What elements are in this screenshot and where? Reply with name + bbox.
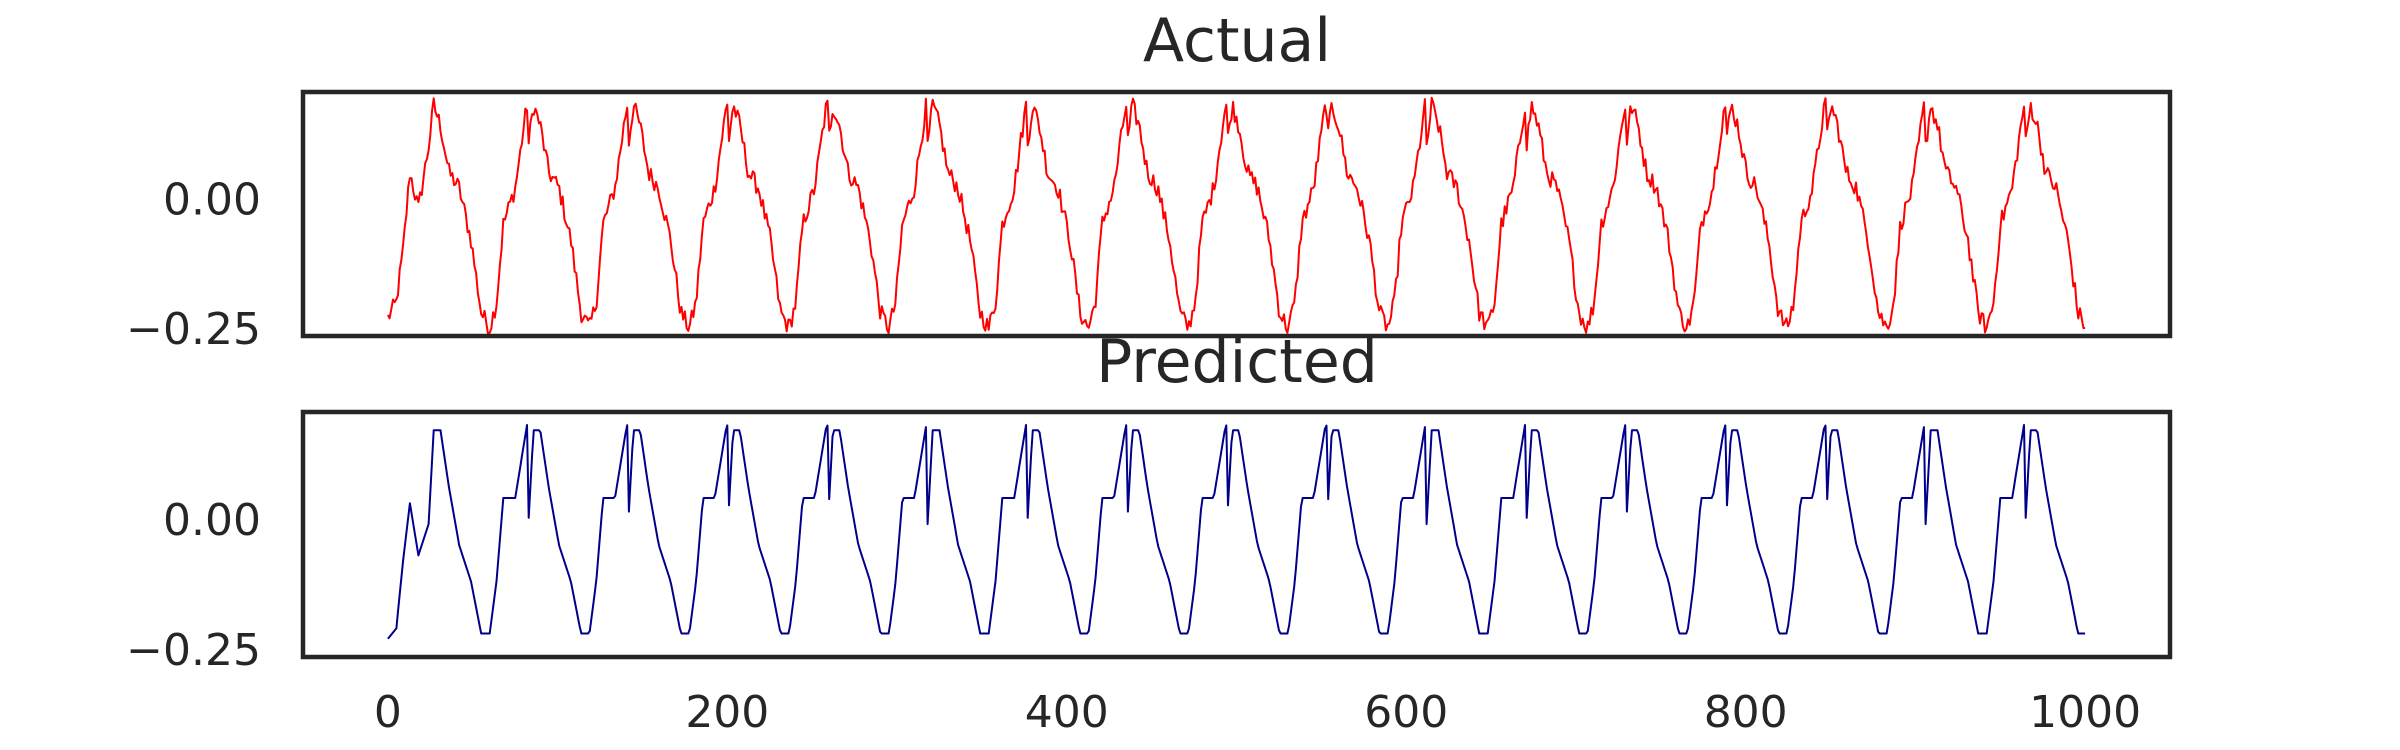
predicted-panel: Predicted −0.25 0.00 0 200 400 600 800 1000 xyxy=(126,327,2173,738)
x-tick-label: 200 xyxy=(685,687,769,738)
actual-panel: Actual −0.25 0.00 xyxy=(126,6,2173,355)
actual-series-line xyxy=(387,96,2086,335)
y-tick-label: 0.00 xyxy=(163,174,261,225)
actual-axes-frame xyxy=(300,89,2173,339)
x-tick-label: 400 xyxy=(1025,687,1109,738)
y-tick-label: −0.25 xyxy=(126,304,261,355)
x-tick-label: 600 xyxy=(1364,687,1448,738)
y-tick-label: −0.25 xyxy=(126,625,261,676)
predicted-axes-frame xyxy=(300,409,2173,660)
predicted-series-line xyxy=(387,424,2086,640)
y-tick-label: 0.00 xyxy=(163,495,261,546)
predicted-x-ticks: 0 200 400 600 800 1000 xyxy=(374,687,2141,738)
predicted-title: Predicted xyxy=(1096,327,1378,397)
actual-title: Actual xyxy=(1143,6,1331,76)
predicted-y-ticks: −0.25 0.00 xyxy=(126,495,261,676)
x-tick-label: 1000 xyxy=(2029,687,2141,738)
x-tick-label: 800 xyxy=(1704,687,1788,738)
actual-y-ticks: −0.25 0.00 xyxy=(126,174,261,355)
x-tick-label: 0 xyxy=(374,687,402,738)
